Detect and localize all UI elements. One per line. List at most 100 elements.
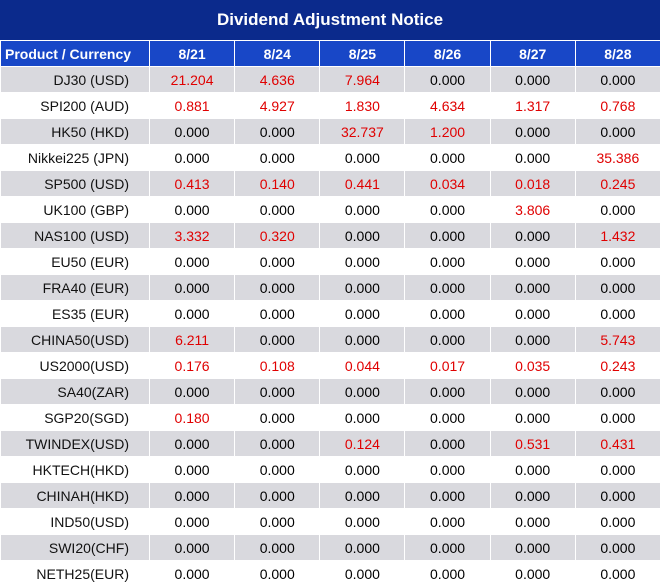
value-cell: 35.386 bbox=[574, 144, 660, 171]
value-cell: 0.000 bbox=[404, 430, 491, 457]
value-cell: 0.000 bbox=[148, 456, 236, 483]
value-cell: 0.000 bbox=[574, 508, 660, 535]
value-cell: 0.000 bbox=[234, 560, 321, 587]
value-cell: 7.964 bbox=[319, 66, 406, 93]
table-row: NAS100 (USD) 3.332 0.320 0.000 0.000 0.000 1.4… bbox=[0, 222, 660, 249]
value-cell: 0.000 bbox=[489, 144, 576, 171]
value-cell: 0.000 bbox=[148, 274, 236, 301]
value-cell: 0.000 bbox=[574, 66, 660, 93]
value-cell: 0.000 bbox=[404, 482, 491, 509]
value-cell: 0.000 bbox=[489, 534, 576, 561]
product-cell: EU50 (EUR) bbox=[0, 248, 150, 275]
table-row: SPI200 (AUD) 0.881 4.927 1.830 4.634 1.317 0.7… bbox=[0, 92, 660, 119]
value-cell: 0.000 bbox=[319, 482, 406, 509]
value-cell: 0.000 bbox=[319, 274, 406, 301]
column-header-product: Product / Currency bbox=[0, 40, 150, 67]
value-cell: 0.000 bbox=[489, 404, 576, 431]
value-cell: 0.000 bbox=[148, 430, 236, 457]
value-cell: 0.000 bbox=[574, 456, 660, 483]
value-cell: 0.000 bbox=[319, 144, 406, 171]
value-cell: 32.737 bbox=[319, 118, 406, 145]
value-cell: 0.768 bbox=[574, 92, 660, 119]
value-cell: 0.000 bbox=[404, 560, 491, 587]
value-cell: 0.000 bbox=[148, 508, 236, 535]
value-cell: 0.000 bbox=[234, 430, 321, 457]
value-cell: 0.000 bbox=[319, 222, 406, 249]
value-cell: 0.000 bbox=[404, 248, 491, 275]
value-cell: 0.000 bbox=[319, 456, 406, 483]
table-row: CHINAH(HKD) 0.000 0.000 0.000 0.000 0.000 0.00… bbox=[0, 482, 660, 509]
table-row: ES35 (EUR) 0.000 0.000 0.000 0.000 0.000 0.000 bbox=[0, 300, 660, 327]
product-cell: NAS100 (USD) bbox=[0, 222, 150, 249]
table-row: US2000(USD) 0.176 0.108 0.044 0.017 0.035 0.24… bbox=[0, 352, 660, 379]
value-cell: 0.000 bbox=[148, 300, 236, 327]
value-cell: 5.743 bbox=[574, 326, 660, 353]
value-cell: 0.000 bbox=[234, 404, 321, 431]
value-cell: 0.000 bbox=[574, 534, 660, 561]
product-cell: SGP20(SGD) bbox=[0, 404, 150, 431]
column-header-date: 8/24 bbox=[234, 40, 321, 67]
value-cell: 0.000 bbox=[489, 560, 576, 587]
value-cell: 0.000 bbox=[148, 118, 236, 145]
value-cell: 0.000 bbox=[234, 326, 321, 353]
product-cell: SPI200 (AUD) bbox=[0, 92, 150, 119]
column-header-date: 8/27 bbox=[489, 40, 576, 67]
table-row: DJ30 (USD) 21.204 4.636 7.964 0.000 0.000 0.00… bbox=[0, 66, 660, 93]
value-cell: 4.634 bbox=[404, 92, 491, 119]
product-cell: DJ30 (USD) bbox=[0, 66, 150, 93]
value-cell: 4.927 bbox=[234, 92, 321, 119]
value-cell: 0.000 bbox=[404, 144, 491, 171]
value-cell: 0.034 bbox=[404, 170, 491, 197]
value-cell: 0.000 bbox=[489, 274, 576, 301]
value-cell: 21.204 bbox=[148, 66, 236, 93]
value-cell: 0.000 bbox=[319, 404, 406, 431]
value-cell: 0.018 bbox=[489, 170, 576, 197]
value-cell: 0.000 bbox=[404, 534, 491, 561]
table-row: EU50 (EUR) 0.000 0.000 0.000 0.000 0.000 0.000 bbox=[0, 248, 660, 275]
value-cell: 0.000 bbox=[319, 326, 406, 353]
value-cell: 1.317 bbox=[489, 92, 576, 119]
value-cell: 0.441 bbox=[319, 170, 406, 197]
value-cell: 0.000 bbox=[319, 248, 406, 275]
value-cell: 0.000 bbox=[234, 482, 321, 509]
value-cell: 0.000 bbox=[489, 248, 576, 275]
table-row: UK100 (GBP) 0.000 0.000 0.000 0.000 3.806 0.00… bbox=[0, 196, 660, 223]
value-cell: 0.000 bbox=[234, 508, 321, 535]
product-cell: CHINAH(HKD) bbox=[0, 482, 150, 509]
value-cell: 0.431 bbox=[574, 430, 660, 457]
value-cell: 3.806 bbox=[489, 196, 576, 223]
table-row: FRA40 (EUR) 0.000 0.000 0.000 0.000 0.000 0.00… bbox=[0, 274, 660, 301]
value-cell: 0.000 bbox=[148, 144, 236, 171]
value-cell: 0.000 bbox=[574, 196, 660, 223]
value-cell: 3.332 bbox=[148, 222, 236, 249]
value-cell: 0.000 bbox=[489, 456, 576, 483]
value-cell: 0.000 bbox=[148, 534, 236, 561]
value-cell: 0.000 bbox=[319, 560, 406, 587]
dividend-table: Product / Currency 8/21 8/24 8/25 8/26 8… bbox=[0, 40, 660, 587]
value-cell: 0.000 bbox=[404, 456, 491, 483]
product-cell: SWI20(CHF) bbox=[0, 534, 150, 561]
value-cell: 0.044 bbox=[319, 352, 406, 379]
value-cell: 1.830 bbox=[319, 92, 406, 119]
value-cell: 0.000 bbox=[574, 482, 660, 509]
value-cell: 0.000 bbox=[234, 144, 321, 171]
value-cell: 0.245 bbox=[574, 170, 660, 197]
table-row: SGP20(SGD) 0.180 0.000 0.000 0.000 0.000 0.000 bbox=[0, 404, 660, 431]
table-row: NETH25(EUR) 0.000 0.000 0.000 0.000 0.000 0.00… bbox=[0, 560, 660, 587]
value-cell: 0.124 bbox=[319, 430, 406, 457]
value-cell: 0.000 bbox=[234, 248, 321, 275]
value-cell: 0.017 bbox=[404, 352, 491, 379]
value-cell: 0.000 bbox=[574, 300, 660, 327]
product-cell: Nikkei225 (JPN) bbox=[0, 144, 150, 171]
value-cell: 0.531 bbox=[489, 430, 576, 457]
value-cell: 0.000 bbox=[148, 560, 236, 587]
value-cell: 0.000 bbox=[489, 66, 576, 93]
value-cell: 0.000 bbox=[319, 196, 406, 223]
value-cell: 0.000 bbox=[234, 196, 321, 223]
product-cell: HK50 (HKD) bbox=[0, 118, 150, 145]
table-row: CHINA50(USD) 6.211 0.000 0.000 0.000 0.000 5.7… bbox=[0, 326, 660, 353]
product-cell: SP500 (USD) bbox=[0, 170, 150, 197]
table-row: Nikkei225 (JPN) 0.000 0.000 0.000 0.000 0.000… bbox=[0, 144, 660, 171]
value-cell: 0.000 bbox=[489, 508, 576, 535]
table-row: SWI20(CHF) 0.000 0.000 0.000 0.000 0.000 0.000 bbox=[0, 534, 660, 561]
